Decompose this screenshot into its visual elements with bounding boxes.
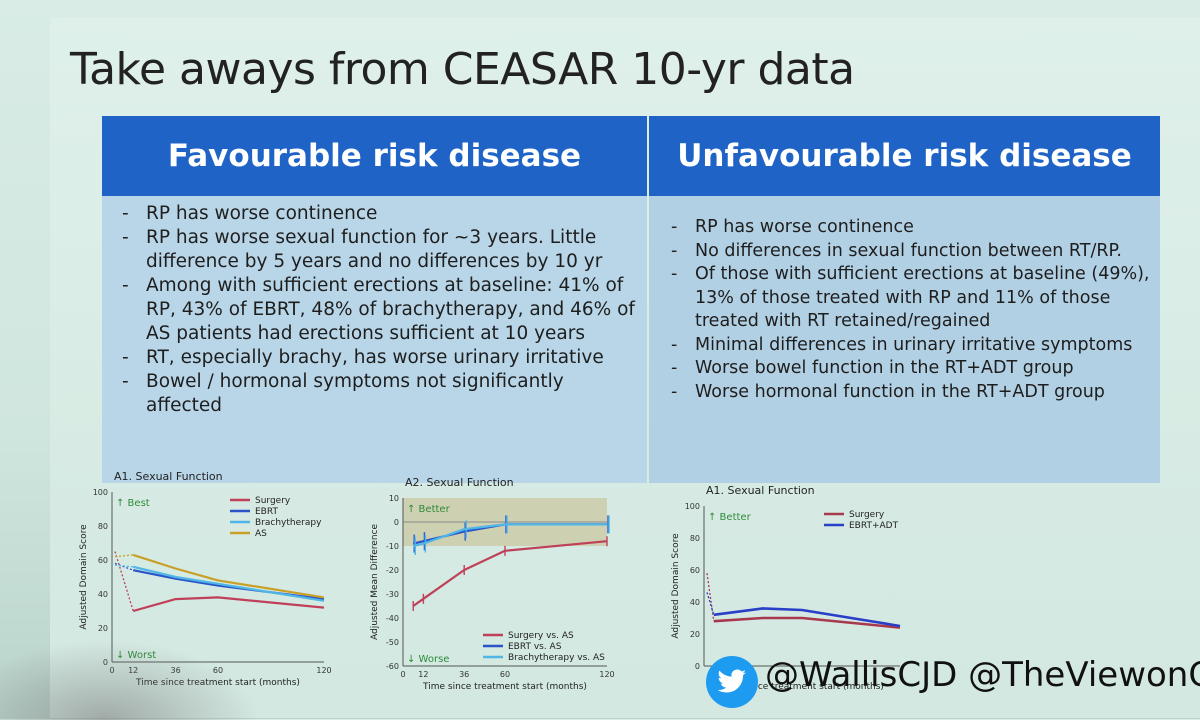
chart-a2-favourable-svg: A2. Sexual Function -60 -50 -40 -30 -20 -10 0 10… [370, 476, 615, 692]
top-annotation: ↑ Better [407, 504, 451, 515]
series-line-ebrt-adt [713, 607, 901, 628]
y-tick-label: 60 [690, 566, 700, 575]
series-line-surgery-vs-as [412, 540, 608, 607]
series-line-surgery [132, 596, 325, 613]
takeaway-item: Among with sufficient erections at basel… [114, 274, 635, 346]
baseline-dash [114, 562, 134, 571]
legend-label: Brachytherapy [255, 518, 322, 528]
series-line-brachytherapy-vs-as [412, 523, 607, 548]
baseline-dash [114, 564, 134, 568]
takeaway-item: Of those with sufficient erections at ba… [663, 263, 1150, 334]
chart-title: A1. Sexual Function [706, 484, 815, 497]
baseline-dash [114, 551, 134, 612]
legend-label: AS [255, 529, 267, 539]
y-tick-label: 0 [695, 662, 700, 671]
series-line-as [132, 553, 325, 599]
y-tick-label: 0 [394, 518, 399, 527]
chart-title: A1. Sexual Function [114, 470, 223, 483]
chart-a2-favourable: A2. Sexual Function -60 -50 -40 -30 -20 -10 0 10… [365, 476, 655, 712]
unfavourable-cell: RP has worse continenceNo differences in… [649, 196, 1160, 483]
takeaway-item: Worse hormonal function in the RT+ADT gr… [663, 381, 1150, 405]
x-tick-label: 60 [500, 670, 510, 679]
y-tick-label: 10 [389, 494, 399, 503]
legend-label: Brachytherapy vs. AS [508, 653, 605, 663]
favourable-cell: RP has worse continenceRP has worse sexu… [102, 196, 647, 483]
takeaway-item: Bowel / hormonal symptoms not significan… [114, 370, 635, 418]
takeaway-item: RP has worse continence [114, 202, 635, 226]
y-tick-label: -10 [386, 542, 399, 551]
top-annotation: ↑ Better [708, 512, 752, 523]
takeaway-item: Worse bowel function in the RT+ADT group [663, 357, 1150, 381]
y-tick-label: 40 [690, 598, 700, 607]
unfavourable-list: RP has worse continenceNo differences in… [663, 216, 1150, 404]
x-tick-label: 120 [316, 666, 331, 675]
takeaway-item: Minimal differences in urinary irritativ… [663, 334, 1150, 358]
top-annotation: ↑ Best [116, 498, 150, 509]
twitter-bird-icon [706, 656, 758, 708]
social-handles: @WallisCJD @TheViewonGU [765, 655, 1200, 695]
takeaway-item: No differences in sexual function betwee… [663, 240, 1150, 264]
y-tick-label: 80 [690, 534, 700, 543]
x-tick-label: 120 [599, 670, 614, 679]
chart-a1-unfavourable-svg: A1. Sexual Function 0 20 40 60 80 100 Time sinc… [671, 484, 901, 692]
audience-hair-blur [0, 640, 260, 720]
y-tick-label: -60 [386, 662, 399, 671]
takeaway-item: RT, especially brachy, has worse urinary… [114, 346, 635, 370]
y-tick-label: -30 [386, 590, 399, 599]
x-axis-label: Time since treatment start (months) [422, 682, 587, 692]
y-tick-label: 20 [690, 630, 700, 639]
x-tick-label: 0 [400, 670, 405, 679]
chart-a1-favourable: A1. Sexual Function020406080100012366012… [79, 470, 360, 704]
bottom-annotation: ↓ Worse [407, 654, 449, 665]
favourable-header: Favourable risk disease [102, 116, 647, 196]
y-tick-label: -50 [386, 638, 399, 647]
y-tick-label: 100 [685, 502, 700, 511]
y-tick-label: 80 [98, 522, 108, 531]
y-tick-label: 40 [98, 590, 108, 599]
x-tick-label: 12 [418, 670, 428, 679]
favourable-list: RP has worse continenceRP has worse sexu… [114, 202, 635, 418]
takeaway-item: RP has worse sexual function for ~3 year… [114, 226, 635, 274]
legend-label: EBRT+ADT [849, 521, 899, 531]
y-tick-label: 100 [93, 488, 108, 497]
y-tick-label: -40 [386, 614, 399, 623]
x-axis-label: Time since treatment start (months) [719, 682, 884, 692]
y-tick-label: 20 [98, 624, 108, 633]
takeaway-item: RP has worse continence [663, 216, 1150, 240]
chart-a1-unfavourable: A1. Sexual Function 0 20 40 60 80 100 Time sinc… [671, 484, 922, 692]
unfavourable-header: Unfavourable risk disease [649, 116, 1160, 196]
y-tick-label: -20 [386, 566, 399, 575]
legend-label: Surgery [255, 496, 291, 506]
series-line-surgery [713, 616, 901, 629]
y-tick-label: 60 [98, 556, 108, 565]
slide-title: Take aways from CEASAR 10-yr data [70, 44, 855, 95]
y-axis-label: Adjusted Mean Difference [370, 524, 380, 640]
chart-a1-favourable-svg: A1. Sexual Function020406080100012366012… [79, 470, 332, 688]
y-axis-label: Adjusted Domain Score [79, 524, 89, 630]
x-tick-label: 36 [459, 670, 469, 679]
legend-label: EBRT [255, 507, 278, 517]
series-line-brachytherapy [132, 565, 325, 602]
legend-label: Surgery [849, 510, 885, 520]
legend-label: Surgery vs. AS [508, 631, 574, 641]
chart-title: A2. Sexual Function [405, 476, 514, 489]
legend-label: EBRT vs. AS [508, 642, 562, 652]
baseline-dash [114, 554, 134, 558]
baseline-dash [706, 592, 715, 615]
y-axis-label: Adjusted Domain Score [671, 533, 681, 639]
takeaways-table: Favourable risk disease Unfavourable ris… [102, 116, 1160, 483]
